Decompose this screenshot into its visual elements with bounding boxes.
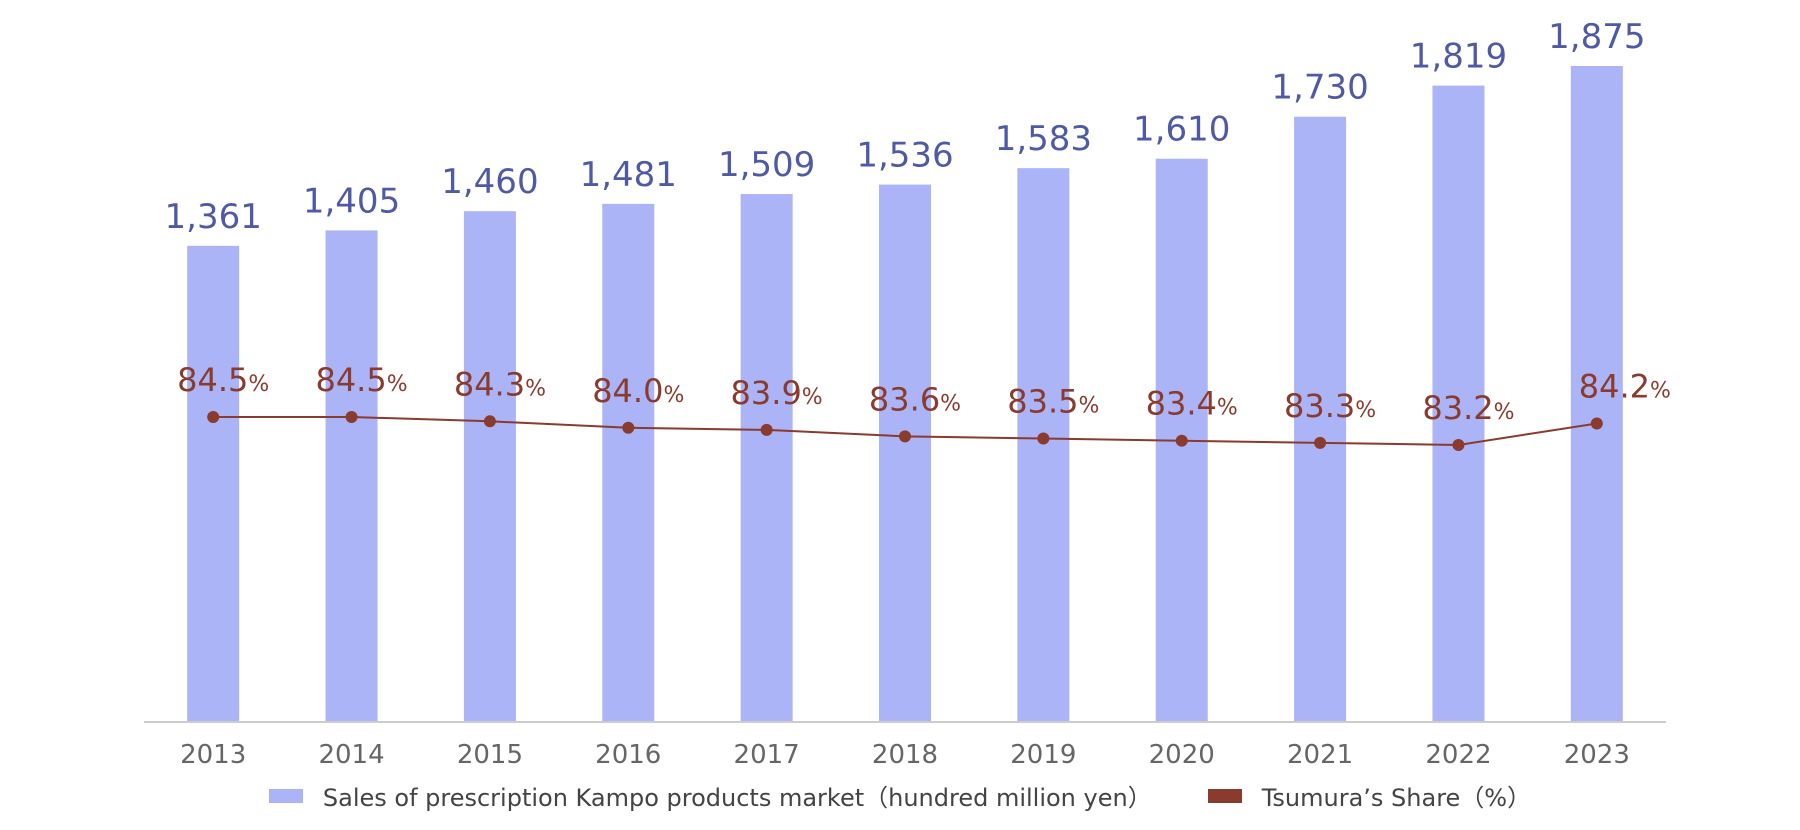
x-tick-label-2014: 2014 <box>318 740 384 770</box>
bar-2022 <box>1432 85 1485 723</box>
x-tick-label-2022: 2022 <box>1425 740 1491 770</box>
share-value-label-2021: 83.3% <box>1284 387 1376 425</box>
share-point-2015 <box>483 415 496 428</box>
share-value-label-2014: 84.5% <box>315 361 407 399</box>
bar-2019 <box>1017 168 1070 722</box>
share-value-label-2013: 84.5% <box>177 361 269 399</box>
x-tick-label-2013: 2013 <box>180 740 246 770</box>
bar-2021 <box>1294 116 1347 723</box>
x-tick-label-2016: 2016 <box>595 740 661 770</box>
legend-swatch-sales <box>268 788 303 803</box>
share-value-label-2017: 83.9% <box>731 374 823 412</box>
share-point-2018 <box>899 430 911 443</box>
legend-label-share: Tsumura’s Share（%） <box>1261 784 1532 812</box>
bar-value-label-2023: 1,875 <box>1548 17 1645 57</box>
share-value-label-2023: 84.2% <box>1579 367 1671 405</box>
share-point-2013 <box>207 411 220 423</box>
bar-2018 <box>879 184 931 722</box>
share-value-label-2018: 83.6% <box>869 380 961 418</box>
bar-2013 <box>187 245 240 722</box>
x-tick-label-2017: 2017 <box>734 740 800 770</box>
bar-value-label-2022: 1,819 <box>1410 37 1507 77</box>
legend-item-share: Tsumura’s Share（%） <box>1207 778 1532 813</box>
bar-value-label-2014: 1,405 <box>303 181 400 221</box>
bar-label-group: 1,361 1,405 1,460 1,481 1,509 1,536 1,583 1,610… <box>165 17 1646 237</box>
bar-2015 <box>463 211 516 722</box>
bar-value-label-2018: 1,536 <box>856 136 953 176</box>
bar-value-label-2015: 1,460 <box>441 162 538 202</box>
share-line-group <box>207 411 1603 451</box>
x-tick-label-2015: 2015 <box>457 740 523 770</box>
x-tick-label-2021: 2021 <box>1287 740 1353 770</box>
share-value-label-2022: 83.2% <box>1422 389 1514 427</box>
x-tick-group: 2013 2014 2015 2016 2017 2018 2019 2020 2021 2022… <box>180 740 1630 770</box>
share-value-label-2015: 84.3% <box>454 365 546 403</box>
bar-group <box>187 66 1623 723</box>
share-point-2021 <box>1314 436 1327 449</box>
x-tick-label-2019: 2019 <box>1010 740 1076 770</box>
x-tick-label-2023: 2023 <box>1564 740 1630 770</box>
x-tick-label-2018: 2018 <box>872 740 938 770</box>
legend: Sales of prescription Kampo products mar… <box>0 778 1800 813</box>
share-value-label-2020: 83.4% <box>1146 385 1238 423</box>
bar-value-label-2019: 1,583 <box>995 119 1092 159</box>
bar-value-label-2013: 1,361 <box>165 197 262 237</box>
bar-value-label-2017: 1,509 <box>718 145 815 185</box>
bar-2014 <box>325 230 378 723</box>
share-point-2016 <box>622 421 635 434</box>
share-value-label-2016: 84.0% <box>592 372 684 410</box>
bar-2017 <box>740 194 793 722</box>
legend-label-sales: Sales of prescription Kampo products mar… <box>322 784 1152 812</box>
share-point-2014 <box>345 411 358 423</box>
share-point-2023 <box>1590 417 1603 430</box>
share-point-2017 <box>760 423 773 436</box>
bar-value-label-2020: 1,610 <box>1133 110 1230 150</box>
x-tick-label-2020: 2020 <box>1149 740 1215 770</box>
bar-value-label-2021: 1,730 <box>1271 68 1368 108</box>
share-point-2019 <box>1037 432 1050 445</box>
share-value-label-2019: 83.5% <box>1007 383 1099 421</box>
legend-swatch-share <box>1207 788 1242 803</box>
share-point-2022 <box>1452 439 1465 451</box>
bar-value-label-2016: 1,481 <box>580 155 677 195</box>
legend-item-sales: Sales of prescription Kampo products mar… <box>268 778 1152 813</box>
bar-2016 <box>602 203 655 722</box>
share-label-group: 84.5% 84.5% 84.3% 84.0% 83.9% 83.6% 83.5% 83.4%… <box>177 361 1671 427</box>
share-point-2020 <box>1175 434 1188 447</box>
bar-2023 <box>1570 66 1623 722</box>
